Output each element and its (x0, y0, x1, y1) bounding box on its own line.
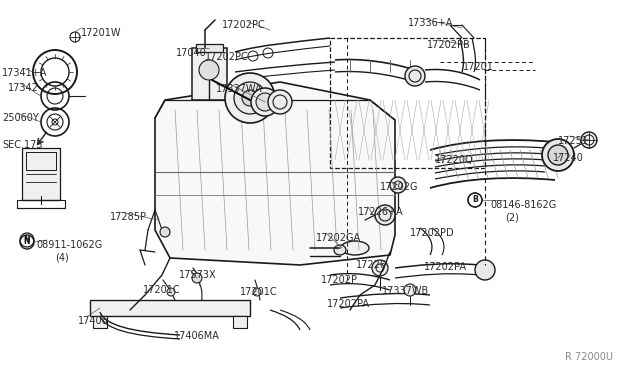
Text: 17573X: 17573X (179, 270, 216, 280)
Bar (330, 38, 485, 168)
Ellipse shape (341, 241, 369, 255)
Circle shape (234, 82, 266, 114)
Bar (233, 316, 247, 328)
Circle shape (372, 260, 388, 276)
Polygon shape (155, 82, 395, 265)
Circle shape (375, 205, 395, 225)
Text: 17337WA: 17337WA (216, 84, 262, 94)
Text: 17202PA: 17202PA (327, 299, 370, 309)
Text: 17336+A: 17336+A (408, 18, 453, 28)
Text: 17202P: 17202P (321, 275, 358, 285)
Circle shape (548, 145, 568, 165)
Text: 17202G: 17202G (380, 182, 419, 192)
Ellipse shape (334, 245, 346, 255)
Circle shape (225, 73, 275, 123)
Bar (17, 200, 65, 208)
Text: 17202PC: 17202PC (205, 52, 249, 62)
Circle shape (581, 132, 597, 148)
Text: (2): (2) (505, 212, 519, 222)
Text: 17337WB: 17337WB (382, 286, 429, 296)
Text: 08146-8162G: 08146-8162G (490, 200, 556, 210)
Text: 17285P: 17285P (110, 212, 147, 222)
Text: 17220Q: 17220Q (435, 155, 474, 165)
Circle shape (160, 227, 170, 237)
Text: 17226+A: 17226+A (358, 207, 404, 217)
Circle shape (390, 177, 406, 193)
Circle shape (253, 288, 261, 296)
Bar (93, 316, 107, 328)
Bar (26, 152, 56, 170)
Text: 17406MA: 17406MA (174, 331, 220, 341)
Bar (90, 300, 250, 316)
Text: SEC.173: SEC.173 (2, 140, 42, 150)
Text: 17201C: 17201C (240, 287, 278, 297)
Text: 17201C: 17201C (143, 285, 180, 295)
Circle shape (405, 66, 425, 86)
Text: 17341+A: 17341+A (2, 68, 47, 78)
Text: 17201: 17201 (463, 62, 494, 72)
Text: 17226: 17226 (356, 260, 387, 270)
Text: 08911-1062G: 08911-1062G (36, 240, 102, 250)
Circle shape (251, 88, 279, 116)
Text: 17202GA: 17202GA (316, 233, 361, 243)
Text: N: N (24, 237, 30, 247)
Circle shape (268, 90, 292, 114)
Text: 17202PB: 17202PB (427, 40, 471, 50)
Circle shape (167, 288, 175, 296)
Text: (4): (4) (55, 252, 68, 262)
Text: 25060Y: 25060Y (2, 113, 39, 123)
Text: B: B (472, 196, 478, 205)
Text: 17342: 17342 (8, 83, 39, 93)
Text: R 72000U: R 72000U (565, 352, 613, 362)
Text: 17251: 17251 (558, 136, 589, 146)
Text: 17240: 17240 (553, 153, 584, 163)
Circle shape (256, 93, 274, 111)
Text: 17201W: 17201W (81, 28, 122, 38)
Text: N: N (24, 235, 30, 244)
Bar (22, 148, 60, 200)
Text: 17406: 17406 (78, 316, 109, 326)
Text: 17040: 17040 (176, 48, 207, 58)
Circle shape (242, 90, 258, 106)
Bar (192, 48, 227, 100)
Circle shape (475, 260, 495, 280)
Circle shape (542, 139, 574, 171)
Text: 17202PD: 17202PD (410, 228, 454, 238)
Bar (196, 44, 223, 52)
Text: 17202PA: 17202PA (424, 262, 467, 272)
Circle shape (192, 273, 202, 283)
Text: 17202PC: 17202PC (222, 20, 266, 30)
Circle shape (199, 60, 219, 80)
Circle shape (404, 284, 416, 296)
